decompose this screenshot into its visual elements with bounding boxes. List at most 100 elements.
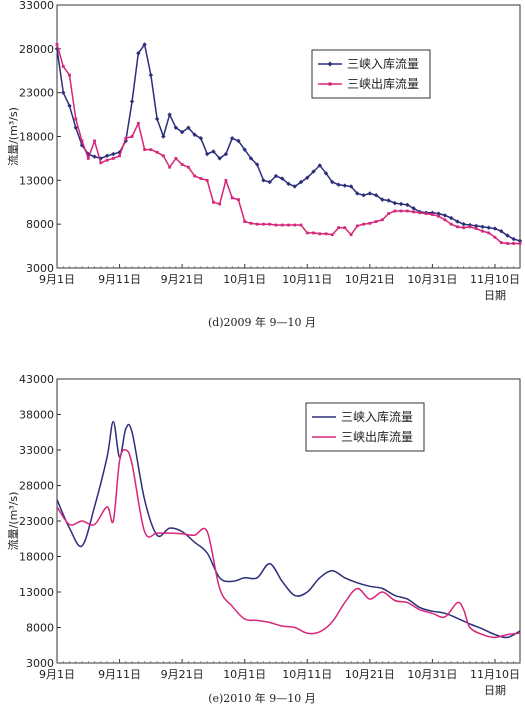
data-point xyxy=(324,232,328,236)
y-tick-label: 28000 xyxy=(19,43,54,56)
data-point xyxy=(412,210,416,214)
data-point xyxy=(342,183,348,188)
legend-label: 三峡出库流量 xyxy=(341,429,413,444)
data-point xyxy=(154,116,160,122)
data-point xyxy=(205,178,209,182)
data-point xyxy=(93,139,96,143)
data-point xyxy=(468,225,472,229)
data-point xyxy=(268,222,272,226)
data-point xyxy=(355,224,359,228)
x-tick-label: 9月1日 xyxy=(39,273,75,286)
data-point xyxy=(161,154,165,158)
series-line-inflow xyxy=(56,43,521,242)
legend-label: 三峡入库流量 xyxy=(347,56,419,71)
y-tick-label: 23000 xyxy=(19,515,54,528)
data-point xyxy=(80,139,84,143)
legend-marker xyxy=(328,82,332,86)
data-point xyxy=(117,150,122,155)
data-point xyxy=(237,198,240,202)
data-point xyxy=(505,233,510,238)
x-tick-label: 10月11日 xyxy=(282,273,332,286)
data-point xyxy=(236,138,241,144)
data-point xyxy=(448,215,454,221)
data-point xyxy=(431,213,434,216)
data-point xyxy=(456,225,459,229)
data-point xyxy=(249,221,253,225)
data-point xyxy=(211,149,216,154)
y-tick-label: 13000 xyxy=(19,586,54,599)
data-point xyxy=(143,148,146,152)
data-point xyxy=(499,228,504,234)
data-point xyxy=(436,211,441,216)
data-point xyxy=(280,176,285,181)
data-point xyxy=(305,175,310,180)
data-point xyxy=(255,222,259,226)
data-point xyxy=(273,173,279,179)
data-point xyxy=(286,181,291,187)
y-tick-label: 43000 xyxy=(19,373,54,386)
x-tick-label: 9月1日 xyxy=(39,668,75,681)
data-point xyxy=(186,125,191,130)
legend-label: 三峡出库流量 xyxy=(347,76,419,91)
data-point xyxy=(348,184,354,189)
data-point xyxy=(67,103,72,109)
data-point xyxy=(392,200,398,206)
data-point xyxy=(368,221,372,225)
data-point xyxy=(443,218,447,222)
data-point xyxy=(168,165,172,169)
data-point xyxy=(61,90,66,95)
data-point xyxy=(405,202,410,208)
data-point xyxy=(299,223,303,227)
data-point xyxy=(105,158,109,162)
data-point xyxy=(261,178,266,183)
data-point xyxy=(374,220,378,223)
data-point xyxy=(287,223,290,227)
data-point xyxy=(311,169,316,174)
data-point xyxy=(118,154,121,158)
data-point xyxy=(198,136,204,141)
data-point xyxy=(481,229,484,233)
data-point xyxy=(487,231,491,235)
data-point xyxy=(317,163,322,168)
data-point xyxy=(518,242,522,245)
data-point xyxy=(255,162,260,167)
chart-caption: (e)2010 年 9—10 月 xyxy=(208,691,316,705)
data-point xyxy=(180,163,184,166)
x-tick-label: 11月10日 xyxy=(470,668,520,681)
x-tick-label: 10月1日 xyxy=(223,273,266,286)
y-tick-label: 18000 xyxy=(19,131,54,144)
data-point xyxy=(362,222,365,226)
y-axis-label: 流量/(m³/s) xyxy=(6,107,20,166)
chart-e: 3000 8000 13000 18000 23000 28000 33000 38000 43… xyxy=(6,373,521,705)
data-point xyxy=(292,184,297,189)
data-point xyxy=(111,157,115,160)
y-tick-label: 3000 xyxy=(26,262,54,275)
data-point xyxy=(517,238,523,244)
data-point xyxy=(387,212,391,216)
y-tick-label: 13000 xyxy=(19,174,54,187)
data-point xyxy=(199,177,203,180)
data-point xyxy=(418,211,422,215)
data-point xyxy=(262,222,265,226)
data-point xyxy=(380,218,384,222)
data-point xyxy=(148,72,154,78)
data-point xyxy=(223,151,229,157)
data-point xyxy=(298,179,304,185)
data-point xyxy=(486,225,491,230)
data-point xyxy=(74,117,78,121)
data-point xyxy=(79,143,85,148)
data-point xyxy=(218,202,222,206)
data-point xyxy=(461,221,466,227)
chart-caption: (d)2009 年 9—10 月 xyxy=(208,315,316,329)
data-point xyxy=(92,154,97,159)
data-point xyxy=(337,226,340,230)
data-point xyxy=(336,182,341,187)
y-tick-label: 3000 xyxy=(26,657,54,670)
data-point xyxy=(343,226,347,230)
data-point xyxy=(224,178,228,182)
data-point xyxy=(442,213,448,218)
data-point xyxy=(437,214,441,218)
data-point xyxy=(361,193,366,198)
